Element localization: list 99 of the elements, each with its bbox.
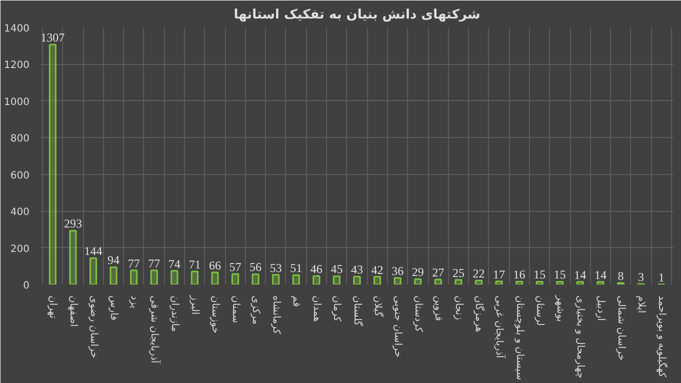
data-label: 66 [208, 258, 221, 272]
bar [48, 44, 56, 284]
data-label: 17 [493, 267, 506, 282]
data-label: 25 [452, 266, 464, 280]
bar [536, 280, 544, 284]
x-tick-label: زنجان [452, 296, 464, 320]
x-tick-label: البرز [189, 294, 200, 315]
x-tick-label: اصفهان [67, 296, 78, 327]
bar [89, 257, 98, 284]
data-label: 45 [330, 262, 343, 276]
x-tick-label: همدان [310, 296, 322, 322]
data-label: 15 [534, 268, 546, 282]
bar [434, 278, 442, 284]
data-label: 8 [618, 269, 624, 284]
bar [312, 275, 320, 284]
chart-title: شرکتهای دانش بنیان به تفکیک استانها [234, 8, 480, 22]
data-label: 53 [270, 260, 282, 275]
data-label: 293 [64, 216, 82, 231]
bar [292, 274, 300, 284]
bar [576, 281, 584, 284]
x-tick-label: گلستان [352, 296, 364, 326]
x-tick-label: کردستان [412, 296, 424, 332]
y-tick-label: 0 [23, 280, 30, 292]
data-label: 56 [250, 260, 262, 274]
bar [353, 276, 361, 284]
x-tick-label: قم [290, 296, 302, 308]
x-tick-label: اردبیل [594, 296, 606, 321]
data-label: 14 [594, 268, 606, 282]
bar [69, 230, 77, 284]
bar [190, 270, 198, 284]
x-tick-label: مازندران [168, 296, 180, 332]
bar [596, 281, 604, 284]
bar [556, 280, 564, 284]
x-tick-label: خوزستان [209, 296, 220, 334]
data-label: 16 [513, 268, 526, 282]
bar [272, 274, 280, 284]
x-tick-label: چهارمحال و بختیاری [574, 296, 586, 378]
y-tick-label: 600 [10, 170, 30, 182]
x-tick-label: خراسان جنوبی [392, 296, 404, 358]
x-tick-label: کرمان [331, 296, 342, 322]
bar [252, 273, 260, 284]
x-tick-label: سمنان [230, 296, 241, 324]
bar [394, 277, 402, 284]
data-label: 1 [658, 270, 664, 284]
bar [150, 270, 158, 284]
data-label: 42 [371, 262, 384, 277]
data-label: 51 [290, 261, 302, 276]
x-tick-label: ایلام [636, 296, 647, 314]
bar [110, 266, 118, 284]
x-tick-label: خراسان رضوی [88, 296, 99, 358]
data-label: 15 [554, 268, 566, 282]
x-tick-label: سیستان و بلوچستان [514, 296, 525, 380]
x-tick-label: هرمزگان [473, 296, 486, 332]
x-tick-label: تهران [47, 296, 58, 319]
x-tick-label: گیلان [372, 296, 384, 317]
data-label: 3 [638, 270, 644, 284]
x-tick-label: کرمانشاه [270, 296, 282, 334]
x-tick-label: مرکزی [250, 296, 262, 324]
bar [373, 276, 382, 284]
x-tick-label: آذربایجان غربی [494, 296, 507, 360]
data-label: 27 [432, 266, 444, 280]
data-label: 74 [168, 256, 180, 271]
y-tick-label: 400 [10, 207, 30, 218]
bar [454, 279, 462, 284]
bar [474, 280, 483, 284]
bar [332, 275, 341, 284]
x-tick-label: قزوین [432, 296, 444, 322]
bar [231, 273, 240, 284]
bar [414, 278, 422, 284]
data-label: 29 [412, 265, 424, 280]
data-label: 22 [472, 266, 485, 280]
bar [516, 280, 524, 284]
y-tick-label: 1400 [4, 24, 30, 34]
data-label: 57 [229, 260, 242, 274]
bar [130, 270, 138, 284]
data-label: 77 [148, 256, 160, 270]
data-label: 71 [188, 257, 201, 272]
data-label: 43 [351, 262, 363, 277]
bar [211, 272, 219, 284]
y-tick-label: 200 [10, 244, 30, 255]
data-label: 1307 [40, 30, 65, 45]
x-tick-label: خراسان شمالی [615, 296, 626, 361]
data-label: 144 [84, 244, 102, 258]
data-label: 77 [128, 256, 140, 270]
x-tick-label: فارس [108, 296, 120, 321]
y-tick-label: 800 [10, 134, 30, 145]
y-tick-label: 1200 [4, 60, 30, 72]
data-label: 94 [108, 253, 120, 268]
x-tick-label: کهگیلویه و بویراحمد [656, 296, 668, 378]
x-tick-label: آذربایجان شرقی [148, 296, 162, 364]
data-label: 14 [574, 268, 586, 282]
data-label: 36 [392, 264, 404, 278]
y-tick-label: 1000 [4, 96, 30, 108]
bar [495, 280, 503, 284]
x-tick-label: یزد [128, 296, 140, 308]
x-tick-label: بوشهر [554, 294, 566, 322]
bar [170, 270, 178, 284]
data-label: 46 [310, 262, 322, 276]
x-tick-label: لرستان [534, 296, 546, 326]
